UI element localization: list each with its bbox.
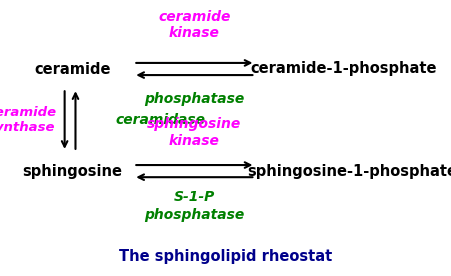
- Text: ceramidase: ceramidase: [115, 113, 205, 127]
- Text: The sphingolipid rheostat: The sphingolipid rheostat: [119, 249, 332, 264]
- Text: phosphatase: phosphatase: [144, 208, 244, 222]
- Text: phosphatase: phosphatase: [144, 92, 244, 106]
- Text: ceramide: ceramide: [34, 62, 110, 76]
- Text: ceramide
kinase: ceramide kinase: [158, 10, 230, 40]
- Text: ceramide-1-phosphate: ceramide-1-phosphate: [250, 62, 436, 76]
- Text: S-1-P: S-1-P: [173, 190, 215, 204]
- Text: sphingosine: sphingosine: [22, 164, 122, 179]
- Text: ceramide
synthase: ceramide synthase: [0, 106, 56, 134]
- Text: sphingosine-1-phosphate: sphingosine-1-phosphate: [247, 164, 451, 179]
- Text: sphingosine
kinase: sphingosine kinase: [147, 117, 241, 148]
